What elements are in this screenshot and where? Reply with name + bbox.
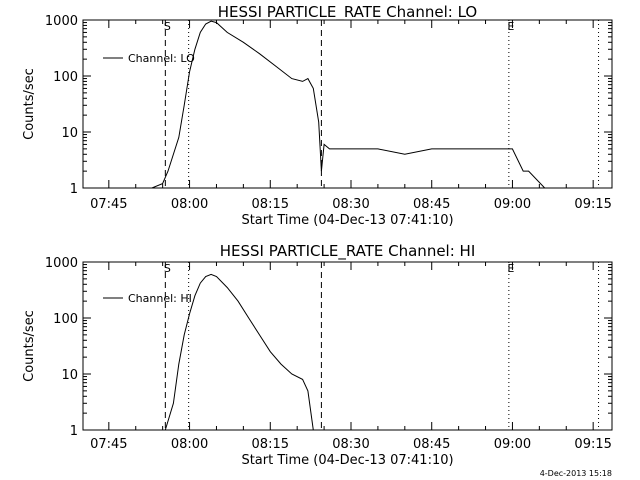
y-tick-label: 10 (61, 126, 78, 141)
x-tick-label: 07:45 (90, 197, 127, 212)
x-tick-label: 08:30 (332, 437, 369, 452)
x-axis-label: Start Time (04-Dec-13 07:41:10) (241, 453, 453, 468)
marker-label: S (164, 20, 171, 33)
x-tick-label: 08:00 (171, 437, 208, 452)
x-tick-label: 09:00 (494, 197, 531, 212)
marker-label: S (164, 262, 171, 275)
series-line (164, 273, 314, 431)
series-line (87, 20, 604, 189)
x-axis-label: Start Time (04-Dec-13 07:41:10) (241, 213, 453, 228)
panel-lo-channel: HESSI PARTICLE_RATE Channel: LO 1 10 100 100… (22, 3, 613, 228)
plot-frame (82, 19, 613, 189)
y-axis-label: Counts/sec (22, 310, 37, 382)
y-tick-label: 1 (70, 424, 78, 439)
x-tick-label: 08:15 (252, 437, 289, 452)
x-tick-label: 08:00 (171, 197, 208, 212)
y-tick-label: 100 (53, 70, 78, 85)
x-tick-label: 09:00 (494, 437, 531, 452)
y-tick-label: 1000 (45, 14, 78, 29)
x-tick-label: 08:30 (332, 197, 369, 212)
y-tick-label: 1 (70, 182, 78, 197)
plot-date-stamp: 4-Dec-2013 15:18 (540, 469, 612, 478)
x-tick-label: 08:45 (413, 437, 450, 452)
x-tick-label: 08:45 (413, 197, 450, 212)
x-tick-label: 08:15 (252, 197, 289, 212)
x-tick-label: 07:45 (90, 437, 127, 452)
y-tick-label: 1000 (45, 256, 78, 271)
y-axis-label: Counts/sec (22, 68, 37, 140)
chart-title: HESSI PARTICLE_RATE Channel: HI (220, 242, 476, 261)
plot-frame (82, 261, 613, 431)
y-tick-label: 10 (61, 368, 78, 383)
x-tick-label: 09:15 (574, 197, 611, 212)
legend-label: Channel: HI (128, 292, 192, 305)
panel-hi-channel: HESSI PARTICLE_RATE Channel: HI 1 10 100 100… (22, 242, 613, 468)
legend-label: Channel: LO (128, 52, 195, 65)
x-tick-label: 09:15 (574, 437, 611, 452)
marker-label: E (507, 20, 514, 33)
chart-title: HESSI PARTICLE_RATE Channel: LO (218, 3, 477, 22)
marker-label: E (507, 262, 514, 275)
y-tick-label: 100 (53, 312, 78, 327)
